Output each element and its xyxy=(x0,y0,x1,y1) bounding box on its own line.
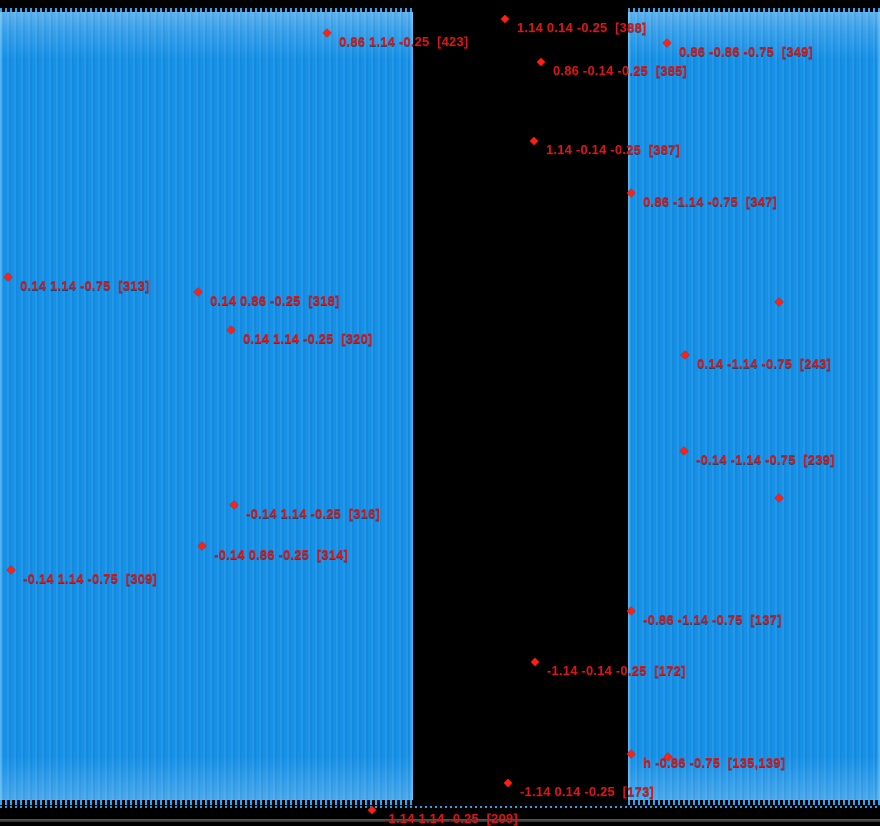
detector-panel-left xyxy=(0,8,413,805)
hit-marker xyxy=(626,749,636,759)
hit-label: 1.14 -0.14 -0.25 [387] xyxy=(546,142,680,157)
panel-sawtooth-bottom-edge xyxy=(0,800,413,805)
bottom-separator-line xyxy=(0,819,880,822)
hit-label: -1.14 -0.14 -0.25 [172] xyxy=(547,663,686,678)
panel-sawtooth-bottom-edge xyxy=(628,800,880,805)
detector-panel-right xyxy=(628,8,880,805)
hit-marker xyxy=(774,297,784,307)
hit-marker xyxy=(626,606,636,616)
hit-label: 0.14 1.14 -0.25 [320] xyxy=(243,331,373,346)
panel-sawtooth-top-edge xyxy=(628,8,880,12)
hit-label: -0.86 -1.14 -0.75 [137] xyxy=(643,612,782,627)
hit-marker xyxy=(679,446,689,456)
hit-marker xyxy=(193,287,203,297)
hit-marker xyxy=(197,541,207,551)
hit-label: -0.14 1.14 -0.25 [316] xyxy=(246,506,380,521)
hit-marker xyxy=(626,188,636,198)
hit-marker xyxy=(530,657,540,667)
hit-marker xyxy=(229,500,239,510)
hit-marker xyxy=(322,28,332,38)
hit-marker xyxy=(680,350,690,360)
hit-label: h -0.86 -0.75 [135,139] xyxy=(643,755,786,770)
hit-label: 0.86 -1.14 -0.75 [347] xyxy=(643,194,777,209)
hit-marker xyxy=(500,14,510,24)
hit-marker xyxy=(503,778,513,788)
hit-label: 0.14 0.86 -0.25 [318] xyxy=(210,293,340,308)
hit-marker xyxy=(536,57,546,67)
hit-marker xyxy=(529,136,539,146)
panel-sawtooth-top-edge xyxy=(0,8,413,12)
hit-marker xyxy=(367,805,377,815)
hit-label: -1.14 0.14 -0.25 [173] xyxy=(520,784,654,799)
hit-label: 0.86 1.14 -0.25 [423] xyxy=(339,34,469,49)
hit-marker xyxy=(226,325,236,335)
hit-label: -0.14 1.14 -0.75 [309] xyxy=(23,571,157,586)
hit-marker xyxy=(662,38,672,48)
hit-label: 0.14 -1.14 -0.75 [243] xyxy=(697,356,831,371)
hit-marker xyxy=(774,493,784,503)
hit-label: -0.14 0.86 -0.25 [314] xyxy=(214,547,348,562)
bottom-dotted-edge xyxy=(0,806,880,808)
hit-label: -0.14 -1.14 -0.75 [239] xyxy=(696,452,835,467)
hit-label: 1.14 0.14 -0.25 [388] xyxy=(517,20,647,35)
hit-label: -1.14 1.14 -0.25 [209] xyxy=(384,811,518,826)
hit-label: 0.86 -0.14 -0.25 [385] xyxy=(553,63,687,78)
hit-label: 0.14 1.14 -0.75 [313] xyxy=(20,278,150,293)
hit-marker xyxy=(3,272,13,282)
hit-label: 0.86 -0.86 -0.75 [349] xyxy=(679,44,813,59)
hit-marker xyxy=(6,565,16,575)
